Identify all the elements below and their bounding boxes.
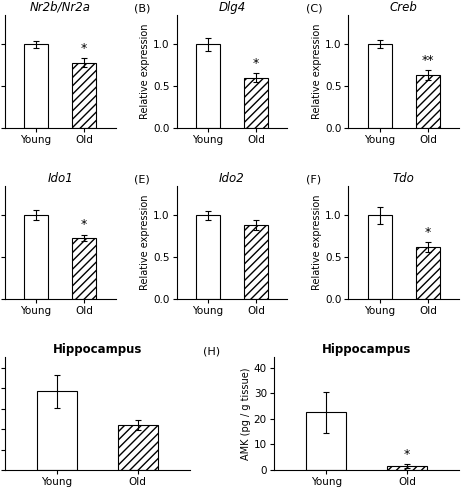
Y-axis label: AMK (pg / g tissue): AMK (pg / g tissue) bbox=[240, 368, 250, 460]
Title: Hippocampus: Hippocampus bbox=[321, 343, 410, 356]
Text: (H): (H) bbox=[203, 346, 220, 356]
Y-axis label: Relative expression: Relative expression bbox=[312, 194, 321, 290]
Y-axis label: Relative expression: Relative expression bbox=[312, 24, 321, 119]
Bar bbox=[415, 75, 439, 128]
Bar bbox=[72, 238, 96, 299]
Bar bbox=[367, 44, 391, 128]
Title: Dlg4: Dlg4 bbox=[218, 1, 245, 14]
Bar bbox=[195, 216, 219, 299]
Bar bbox=[244, 226, 268, 299]
Text: (F): (F) bbox=[306, 175, 321, 185]
Text: *: * bbox=[81, 218, 87, 231]
Title: Ido1: Ido1 bbox=[47, 172, 73, 185]
Text: **: ** bbox=[421, 54, 433, 66]
Title: Tdo: Tdo bbox=[392, 172, 414, 185]
Bar bbox=[195, 44, 219, 128]
Bar bbox=[386, 466, 426, 470]
Bar bbox=[117, 425, 157, 470]
Y-axis label: Relative expression: Relative expression bbox=[140, 24, 150, 119]
Text: (C): (C) bbox=[306, 4, 322, 14]
Title: Hippocampus: Hippocampus bbox=[53, 343, 142, 356]
Bar bbox=[367, 216, 391, 299]
Text: (E): (E) bbox=[134, 175, 150, 185]
Text: *: * bbox=[403, 448, 409, 460]
Title: Creb: Creb bbox=[389, 1, 417, 14]
Text: *: * bbox=[424, 226, 430, 238]
Text: (B): (B) bbox=[134, 4, 150, 14]
Title: Ido2: Ido2 bbox=[219, 172, 244, 185]
Bar bbox=[244, 78, 268, 128]
Bar bbox=[306, 412, 346, 470]
Bar bbox=[37, 391, 77, 470]
Text: *: * bbox=[252, 57, 259, 70]
Bar bbox=[72, 62, 96, 128]
Text: *: * bbox=[81, 42, 87, 55]
Title: Nr2b/Nr2a: Nr2b/Nr2a bbox=[30, 1, 90, 14]
Bar bbox=[24, 216, 48, 299]
Y-axis label: Relative expression: Relative expression bbox=[140, 194, 150, 290]
Bar bbox=[415, 247, 439, 299]
Bar bbox=[24, 44, 48, 128]
